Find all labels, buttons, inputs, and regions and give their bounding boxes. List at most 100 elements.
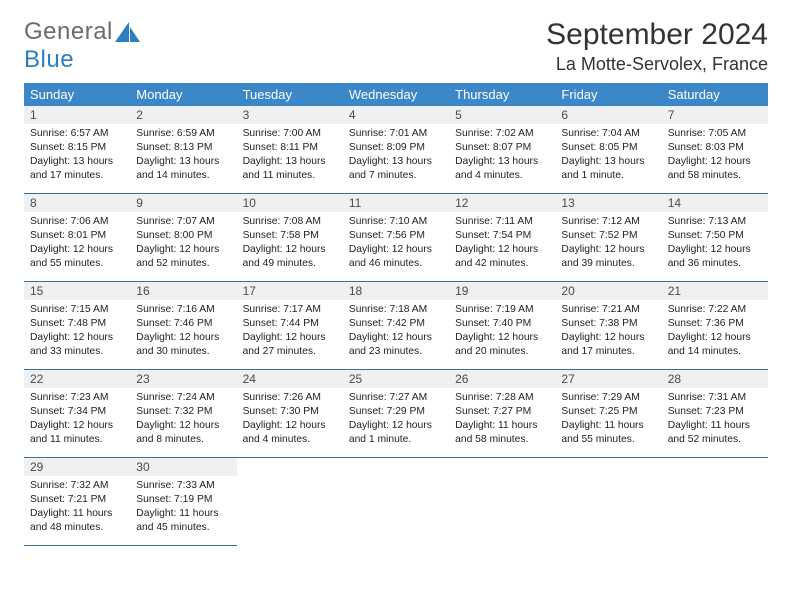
- daylight-text: Daylight: 12 hours and 52 minutes.: [136, 243, 230, 271]
- daylight-text: Daylight: 12 hours and 8 minutes.: [136, 419, 230, 447]
- date-number: 1: [24, 106, 130, 124]
- day-cell: [237, 458, 343, 546]
- week-row: 22Sunrise: 7:23 AMSunset: 7:34 PMDayligh…: [24, 370, 768, 458]
- sunrise-text: Sunrise: 7:23 AM: [30, 391, 124, 405]
- header: General Blue September 2024 La Motte-Ser…: [24, 18, 768, 75]
- dow-saturday: Saturday: [662, 83, 768, 106]
- brand-logo: General Blue: [24, 18, 141, 74]
- day-cell: 13Sunrise: 7:12 AMSunset: 7:52 PMDayligh…: [555, 194, 661, 282]
- sunset-text: Sunset: 7:42 PM: [349, 317, 443, 331]
- sunset-text: Sunset: 7:50 PM: [668, 229, 762, 243]
- day-cell: 16Sunrise: 7:16 AMSunset: 7:46 PMDayligh…: [130, 282, 236, 370]
- daylight-text: Daylight: 13 hours and 7 minutes.: [349, 155, 443, 183]
- day-body: Sunrise: 7:17 AMSunset: 7:44 PMDaylight:…: [237, 300, 343, 363]
- date-number: 24: [237, 370, 343, 388]
- day-body: Sunrise: 7:19 AMSunset: 7:40 PMDaylight:…: [449, 300, 555, 363]
- sunrise-text: Sunrise: 7:21 AM: [561, 303, 655, 317]
- daylight-text: Daylight: 11 hours and 45 minutes.: [136, 507, 230, 535]
- sunset-text: Sunset: 8:01 PM: [30, 229, 124, 243]
- day-body: Sunrise: 7:05 AMSunset: 8:03 PMDaylight:…: [662, 124, 768, 187]
- dow-wednesday: Wednesday: [343, 83, 449, 106]
- daylight-text: Daylight: 12 hours and 30 minutes.: [136, 331, 230, 359]
- sunrise-text: Sunrise: 7:15 AM: [30, 303, 124, 317]
- day-body: Sunrise: 7:32 AMSunset: 7:21 PMDaylight:…: [24, 476, 130, 539]
- day-body: Sunrise: 6:57 AMSunset: 8:15 PMDaylight:…: [24, 124, 130, 187]
- day-body: Sunrise: 6:59 AMSunset: 8:13 PMDaylight:…: [130, 124, 236, 187]
- date-number: 11: [343, 194, 449, 212]
- date-number: 22: [24, 370, 130, 388]
- day-body: Sunrise: 7:04 AMSunset: 8:05 PMDaylight:…: [555, 124, 661, 187]
- date-number: 30: [130, 458, 236, 476]
- day-body: Sunrise: 7:16 AMSunset: 7:46 PMDaylight:…: [130, 300, 236, 363]
- day-cell: 5Sunrise: 7:02 AMSunset: 8:07 PMDaylight…: [449, 106, 555, 194]
- sunrise-text: Sunrise: 7:18 AM: [349, 303, 443, 317]
- sunrise-text: Sunrise: 7:17 AM: [243, 303, 337, 317]
- day-cell: 11Sunrise: 7:10 AMSunset: 7:56 PMDayligh…: [343, 194, 449, 282]
- day-cell: [343, 458, 449, 546]
- day-cell: 3Sunrise: 7:00 AMSunset: 8:11 PMDaylight…: [237, 106, 343, 194]
- sunset-text: Sunset: 7:21 PM: [30, 493, 124, 507]
- daylight-text: Daylight: 12 hours and 33 minutes.: [30, 331, 124, 359]
- dow-friday: Friday: [555, 83, 661, 106]
- date-number: 16: [130, 282, 236, 300]
- day-body: Sunrise: 7:13 AMSunset: 7:50 PMDaylight:…: [662, 212, 768, 275]
- sunrise-text: Sunrise: 7:06 AM: [30, 215, 124, 229]
- day-cell: 12Sunrise: 7:11 AMSunset: 7:54 PMDayligh…: [449, 194, 555, 282]
- day-body: Sunrise: 7:27 AMSunset: 7:29 PMDaylight:…: [343, 388, 449, 451]
- day-body: Sunrise: 7:10 AMSunset: 7:56 PMDaylight:…: [343, 212, 449, 275]
- sunset-text: Sunset: 8:07 PM: [455, 141, 549, 155]
- daylight-text: Daylight: 13 hours and 14 minutes.: [136, 155, 230, 183]
- daylight-text: Daylight: 11 hours and 52 minutes.: [668, 419, 762, 447]
- day-cell: 22Sunrise: 7:23 AMSunset: 7:34 PMDayligh…: [24, 370, 130, 458]
- day-body: Sunrise: 7:02 AMSunset: 8:07 PMDaylight:…: [449, 124, 555, 187]
- day-body: Sunrise: 7:22 AMSunset: 7:36 PMDaylight:…: [662, 300, 768, 363]
- sunset-text: Sunset: 8:09 PM: [349, 141, 443, 155]
- day-body: Sunrise: 7:33 AMSunset: 7:19 PMDaylight:…: [130, 476, 236, 539]
- date-number: 29: [24, 458, 130, 476]
- date-number: 7: [662, 106, 768, 124]
- date-number: 6: [555, 106, 661, 124]
- daylight-text: Daylight: 12 hours and 23 minutes.: [349, 331, 443, 359]
- date-number: 25: [343, 370, 449, 388]
- day-cell: 4Sunrise: 7:01 AMSunset: 8:09 PMDaylight…: [343, 106, 449, 194]
- daylight-text: Daylight: 12 hours and 46 minutes.: [349, 243, 443, 271]
- brand-text: General Blue: [24, 18, 113, 74]
- day-cell: 6Sunrise: 7:04 AMSunset: 8:05 PMDaylight…: [555, 106, 661, 194]
- sunrise-text: Sunrise: 7:16 AM: [136, 303, 230, 317]
- dow-sunday: Sunday: [24, 83, 130, 106]
- sunset-text: Sunset: 8:11 PM: [243, 141, 337, 155]
- sunset-text: Sunset: 8:05 PM: [561, 141, 655, 155]
- day-cell: [662, 458, 768, 546]
- sunrise-text: Sunrise: 7:19 AM: [455, 303, 549, 317]
- date-number: 18: [343, 282, 449, 300]
- sunrise-text: Sunrise: 7:31 AM: [668, 391, 762, 405]
- sunset-text: Sunset: 7:36 PM: [668, 317, 762, 331]
- daylight-text: Daylight: 13 hours and 17 minutes.: [30, 155, 124, 183]
- date-number: 10: [237, 194, 343, 212]
- daylight-text: Daylight: 12 hours and 27 minutes.: [243, 331, 337, 359]
- sunrise-text: Sunrise: 7:00 AM: [243, 127, 337, 141]
- calendar-table: Sunday Monday Tuesday Wednesday Thursday…: [24, 83, 768, 546]
- daylight-text: Daylight: 12 hours and 42 minutes.: [455, 243, 549, 271]
- daylight-text: Daylight: 12 hours and 39 minutes.: [561, 243, 655, 271]
- daylight-text: Daylight: 12 hours and 14 minutes.: [668, 331, 762, 359]
- day-cell: 7Sunrise: 7:05 AMSunset: 8:03 PMDaylight…: [662, 106, 768, 194]
- day-cell: 23Sunrise: 7:24 AMSunset: 7:32 PMDayligh…: [130, 370, 236, 458]
- sunset-text: Sunset: 7:40 PM: [455, 317, 549, 331]
- week-row: 29Sunrise: 7:32 AMSunset: 7:21 PMDayligh…: [24, 458, 768, 546]
- day-body: Sunrise: 7:06 AMSunset: 8:01 PMDaylight:…: [24, 212, 130, 275]
- daylight-text: Daylight: 11 hours and 48 minutes.: [30, 507, 124, 535]
- sunrise-text: Sunrise: 6:57 AM: [30, 127, 124, 141]
- day-body: Sunrise: 7:28 AMSunset: 7:27 PMDaylight:…: [449, 388, 555, 451]
- date-number: 9: [130, 194, 236, 212]
- brand-part1: General: [24, 18, 113, 45]
- sunrise-text: Sunrise: 7:27 AM: [349, 391, 443, 405]
- sunrise-text: Sunrise: 6:59 AM: [136, 127, 230, 141]
- daylight-text: Daylight: 12 hours and 36 minutes.: [668, 243, 762, 271]
- location: La Motte-Servolex, France: [546, 54, 768, 75]
- day-cell: 27Sunrise: 7:29 AMSunset: 7:25 PMDayligh…: [555, 370, 661, 458]
- sunset-text: Sunset: 8:03 PM: [668, 141, 762, 155]
- sunrise-text: Sunrise: 7:29 AM: [561, 391, 655, 405]
- sunset-text: Sunset: 7:19 PM: [136, 493, 230, 507]
- day-body: Sunrise: 7:01 AMSunset: 8:09 PMDaylight:…: [343, 124, 449, 187]
